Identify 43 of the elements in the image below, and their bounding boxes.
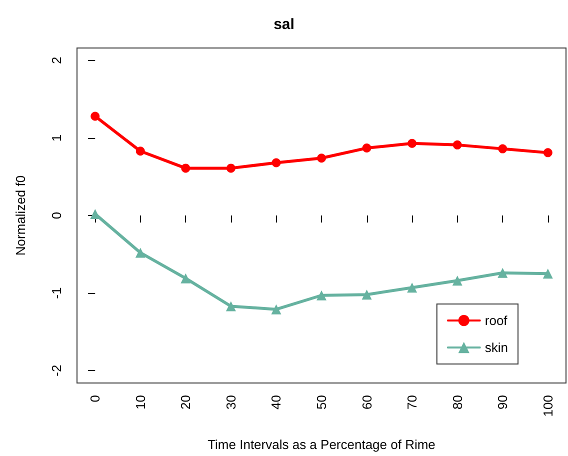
legend-label: skin	[484, 340, 508, 355]
point	[317, 154, 326, 163]
point	[181, 164, 190, 173]
x-tick-label: 100	[540, 395, 556, 417]
point	[498, 144, 508, 154]
point	[90, 112, 100, 121]
x-tick-label: 20	[178, 395, 194, 410]
x-tick-label: 30	[223, 395, 238, 410]
point	[136, 146, 145, 156]
point	[90, 208, 100, 219]
point	[452, 276, 462, 286]
y-tick-label: 0	[49, 212, 64, 220]
point	[407, 282, 418, 293]
x-axis-title: Time Intervals as a Percentage of Rime	[208, 437, 436, 452]
y-axis-title: Normalized f0	[13, 175, 28, 256]
x-tick-label: 10	[132, 395, 148, 410]
x-tick-label: 40	[268, 395, 284, 410]
x-tick-label: 70	[404, 395, 420, 410]
point	[271, 304, 282, 314]
y-tick-label: 1	[49, 134, 64, 142]
x-tick-label: 0	[88, 395, 103, 402]
point	[226, 164, 236, 173]
point	[226, 301, 236, 312]
point	[272, 158, 281, 168]
legend-label: roof	[484, 313, 508, 328]
point	[498, 268, 508, 278]
point	[543, 148, 552, 158]
y-tick-label: -1	[49, 287, 64, 299]
point	[135, 248, 146, 258]
chart-title: sal	[274, 16, 294, 33]
x-tick-label: 60	[359, 395, 374, 410]
y-tick-label: -2	[49, 364, 64, 376]
point	[316, 290, 326, 300]
point	[362, 144, 372, 153]
point	[180, 273, 191, 284]
point	[452, 140, 462, 150]
y-tick-label: 2	[49, 56, 64, 64]
x-tick-label: 50	[314, 395, 329, 410]
point	[362, 290, 372, 300]
point	[408, 138, 417, 148]
x-tick-label: 80	[450, 395, 465, 410]
point	[542, 268, 553, 279]
x-tick-label: 90	[495, 395, 510, 410]
